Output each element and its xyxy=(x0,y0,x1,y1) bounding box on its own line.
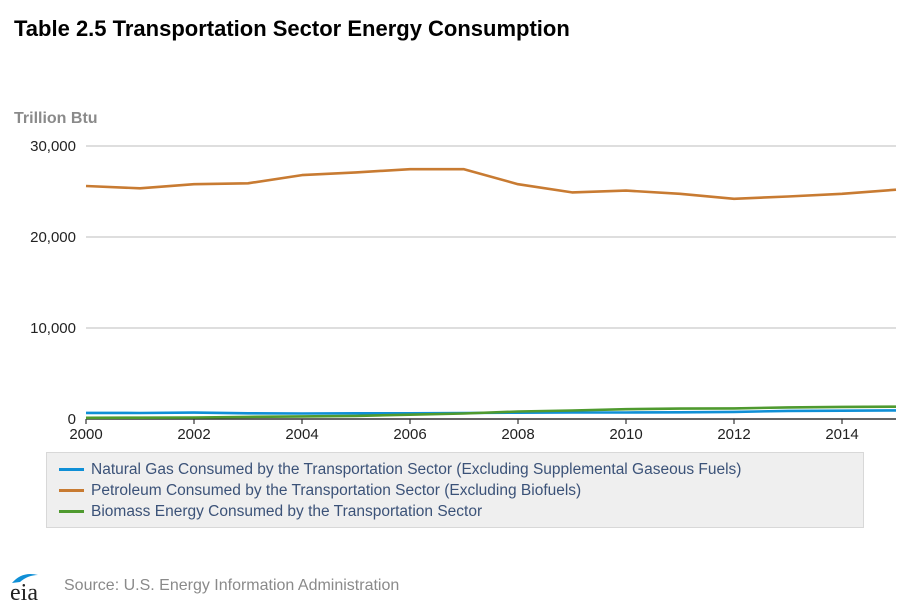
footer: eia Source: U.S. Energy Information Admi… xyxy=(8,568,399,604)
gridlines xyxy=(86,145,896,329)
legend-label-petroleum: Petroleum Consumed by the Transportation… xyxy=(91,481,582,499)
line-chart: 0 10,000 20,000 30,000 2000 2002 2004 2006 2008… xyxy=(30,138,897,443)
series-line-petroleum[interactable] xyxy=(85,167,897,201)
chart-title: Table 2.5 Transportation Sector Energy C… xyxy=(14,16,570,41)
legend-item-petroleum[interactable]: Petroleum Consumed by the Transportation… xyxy=(59,480,863,501)
y-tick-label: 20,000 xyxy=(30,229,76,246)
eia-logo[interactable]: eia xyxy=(8,569,50,603)
x-tick-label: 2006 xyxy=(393,426,426,443)
y-tick-label: 10,000 xyxy=(30,320,76,337)
y-axis-label: Trillion Btu xyxy=(14,110,98,127)
series-lines xyxy=(85,167,897,420)
x-axis xyxy=(85,418,896,424)
x-tick-label: 2008 xyxy=(501,426,534,443)
series-line-biomass[interactable] xyxy=(85,405,897,420)
legend-swatch-petroleum xyxy=(59,489,84,492)
x-tick-labels: 2000 2002 2004 2006 2008 2010 2012 2014 xyxy=(69,426,858,443)
x-tick-label: 2014 xyxy=(825,426,858,443)
legend-swatch-natural-gas xyxy=(59,468,84,471)
y-tick-labels: 0 10,000 20,000 30,000 xyxy=(30,138,76,428)
legend-item-biomass[interactable]: Biomass Energy Consumed by the Transport… xyxy=(59,501,863,522)
y-tick-label: 30,000 xyxy=(30,138,76,155)
eia-logo-text: eia xyxy=(10,580,38,603)
y-tick-label: 0 xyxy=(68,411,76,428)
legend-item-natural-gas[interactable]: Natural Gas Consumed by the Transportati… xyxy=(59,459,863,480)
x-tick-label: 2002 xyxy=(177,426,210,443)
x-tick-label: 2010 xyxy=(609,426,642,443)
legend: Natural Gas Consumed by the Transportati… xyxy=(46,452,864,528)
x-tick-label: 2012 xyxy=(717,426,750,443)
legend-label-biomass: Biomass Energy Consumed by the Transport… xyxy=(91,502,483,520)
x-tick-label: 2004 xyxy=(285,426,318,443)
legend-swatch-biomass xyxy=(59,510,84,513)
x-tick-label: 2000 xyxy=(69,426,102,443)
legend-label-natural-gas: Natural Gas Consumed by the Transportati… xyxy=(91,460,742,478)
source-note: Source: U.S. Energy Information Administ… xyxy=(64,577,400,594)
